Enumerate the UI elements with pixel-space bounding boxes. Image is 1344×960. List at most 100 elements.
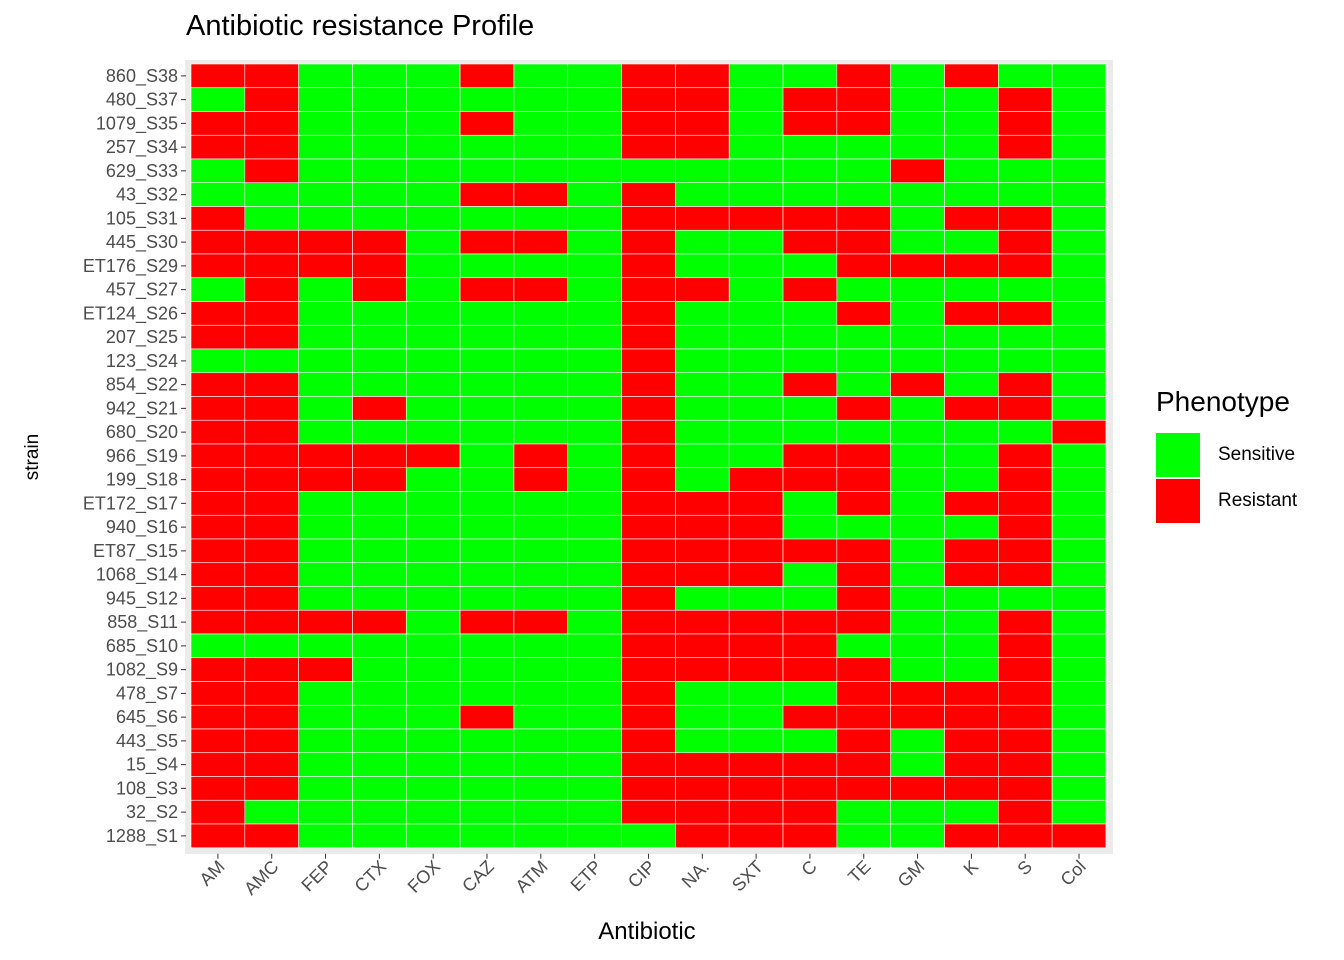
heatmap-cell-108_S3-FOX xyxy=(405,776,461,801)
heatmap-cell-1068_S14-S xyxy=(997,562,1053,587)
heatmap-cell-108_S3-S xyxy=(997,776,1053,801)
heatmap-cell-443_S5-S xyxy=(997,728,1053,754)
heatmap-cell-199_S18-GM xyxy=(890,467,945,492)
heatmap-cell-860_S38-AM xyxy=(190,63,246,89)
heatmap-cell-860_S38-C xyxy=(782,63,838,89)
heatmap-cell-1082_S9-ETP xyxy=(567,657,622,682)
heatmap-cell-480_S37-Col xyxy=(1051,87,1107,112)
heatmap-cell-480_S37-S xyxy=(997,87,1053,112)
heatmap-cell-1288_S1-CAZ xyxy=(459,823,515,849)
heatmap-cell-ET176_S29-FOX xyxy=(405,253,461,279)
heatmap-cell-ET176_S29-CAZ xyxy=(459,253,515,279)
heatmap-cell-645_S6-SXT xyxy=(728,704,784,730)
heatmap-cell-ET176_S29-GM xyxy=(890,253,945,279)
heatmap-cell-ET172_S17-AM xyxy=(190,491,246,516)
heatmap-cell-445_S30-CTX xyxy=(352,229,407,255)
heatmap-cell-ET176_S29-NA. xyxy=(675,253,730,279)
heatmap-cell-ET176_S29-ATM xyxy=(513,253,569,279)
heatmap-cell-860_S38-CIP xyxy=(621,63,676,89)
heatmap-cell-105_S31-S xyxy=(997,206,1053,231)
heatmap-cell-ET124_S26-GM xyxy=(890,301,945,326)
heatmap-cell-123_S24-SXT xyxy=(728,348,784,374)
heatmap-cell-ET124_S26-SXT xyxy=(728,301,784,326)
heatmap-cell-629_S33-C xyxy=(782,158,838,184)
heatmap-cell-43_S32-Col xyxy=(1051,182,1107,207)
x-axis-ticks: AM AMC FEP CTX FOX CAZ ATM ETP CIP NA. SXT C TE GM K S C… xyxy=(196,853,1090,899)
heatmap-cell-680_S20-NA. xyxy=(675,419,730,445)
heatmap-cell-207_S25-AM xyxy=(190,324,246,350)
heatmap-cell-257_S34-FEP xyxy=(298,134,353,160)
heatmap-cell-1288_S1-FOX xyxy=(405,823,461,849)
heatmap-cell-ET176_S29-ETP xyxy=(567,253,622,279)
heatmap-cell-1082_S9-K xyxy=(944,657,999,682)
heatmap-cell-1079_S35-CAZ xyxy=(459,111,515,136)
heatmap-cell-443_S5-Col xyxy=(1051,728,1107,754)
heatmap-cell-629_S33-ETP xyxy=(567,158,622,184)
heatmap-cell-858_S11-TE xyxy=(836,609,891,635)
heatmap-cell-15_S4-SXT xyxy=(728,752,784,777)
heatmap-cell-629_S33-K xyxy=(944,158,999,184)
heatmap-cell-940_S16-AMC xyxy=(244,514,299,540)
heatmap-cell-685_S10-GM xyxy=(890,633,945,659)
heatmap-cell-854_S22-CTX xyxy=(352,372,407,397)
heatmap-cell-1288_S1-CIP xyxy=(621,823,676,849)
heatmap-cell-257_S34-S xyxy=(997,134,1053,160)
heatmap-cell-1288_S1-NA. xyxy=(675,823,730,849)
heatmap-cell-1082_S9-TE xyxy=(836,657,891,682)
heatmap-cell-443_S5-ATM xyxy=(513,728,569,754)
heatmap-cell-15_S4-C xyxy=(782,752,838,777)
heatmap-cell-480_S37-CAZ xyxy=(459,87,515,112)
heatmap-cell-1068_S14-K xyxy=(944,562,999,587)
x-axis-label: Antibiotic xyxy=(598,918,695,945)
heatmap-cell-1079_S35-SXT xyxy=(728,111,784,136)
heatmap-cell-854_S22-AMC xyxy=(244,372,299,397)
x-tick-label: K xyxy=(960,856,983,879)
heatmap-cell-645_S6-FOX xyxy=(405,704,461,730)
heatmap-cell-32_S2-ETP xyxy=(567,799,622,825)
heatmap-cell-629_S33-CAZ xyxy=(459,158,515,184)
heatmap-cell-207_S25-TE xyxy=(836,324,891,350)
y-tick-label: 199_S18 xyxy=(106,470,178,491)
heatmap-cell-966_S19-TE xyxy=(836,443,891,469)
x-tick-label: ETP xyxy=(567,856,606,895)
heatmap-cell-ET87_S15-TE xyxy=(836,538,891,564)
heatmap-cell-445_S30-AM xyxy=(190,229,246,255)
heatmap-cell-854_S22-GM xyxy=(890,372,945,397)
x-tick-label: AM xyxy=(196,856,229,889)
heatmap-cell-1288_S1-AM xyxy=(190,823,246,849)
heatmap-cell-443_S5-FOX xyxy=(405,728,461,754)
heatmap-cell-945_S12-CIP xyxy=(621,586,676,611)
heatmap-cell-860_S38-S xyxy=(997,63,1053,89)
heatmap-cell-629_S33-CTX xyxy=(352,158,407,184)
heatmap-cell-43_S32-ETP xyxy=(567,182,622,207)
heatmap-cell-108_S3-AMC xyxy=(244,776,299,801)
heatmap-cell-ET87_S15-Col xyxy=(1051,538,1107,564)
heatmap-cell-685_S10-NA. xyxy=(675,633,730,659)
heatmap-cell-ET124_S26-C xyxy=(782,301,838,326)
heatmap-cell-457_S27-AM xyxy=(190,277,246,302)
heatmap-cell-32_S2-S xyxy=(997,799,1053,825)
heatmap-cell-645_S6-ETP xyxy=(567,704,622,730)
heatmap-cell-629_S33-ATM xyxy=(513,158,569,184)
heatmap-cell-478_S7-CAZ xyxy=(459,681,515,706)
heatmap-cell-480_S37-AMC xyxy=(244,87,299,112)
heatmap-cell-207_S25-ATM xyxy=(513,324,569,350)
heatmap-cell-199_S18-ATM xyxy=(513,467,569,492)
heatmap-cell-ET124_S26-ETP xyxy=(567,301,622,326)
heatmap-cell-123_S24-C xyxy=(782,348,838,374)
heatmap-cell-207_S25-C xyxy=(782,324,838,350)
heatmap-cell-1288_S1-FEP xyxy=(298,823,353,849)
heatmap-cell-854_S22-SXT xyxy=(728,372,784,397)
heatmap-cell-1068_S14-SXT xyxy=(728,562,784,587)
y-tick-label: 32_S2 xyxy=(126,802,178,823)
heatmap-cell-199_S18-CAZ xyxy=(459,467,515,492)
heatmap-cell-680_S20-FEP xyxy=(298,419,353,445)
heatmap-cell-43_S32-AM xyxy=(190,182,246,207)
heatmap-cell-685_S10-FOX xyxy=(405,633,461,659)
y-tick-label: 457_S27 xyxy=(106,280,178,301)
y-tick-label: 480_S37 xyxy=(106,90,178,111)
heatmap-cell-443_S5-FEP xyxy=(298,728,353,754)
heatmap-cell-105_S31-AM xyxy=(190,206,246,231)
heatmap-cell-457_S27-CTX xyxy=(352,277,407,302)
